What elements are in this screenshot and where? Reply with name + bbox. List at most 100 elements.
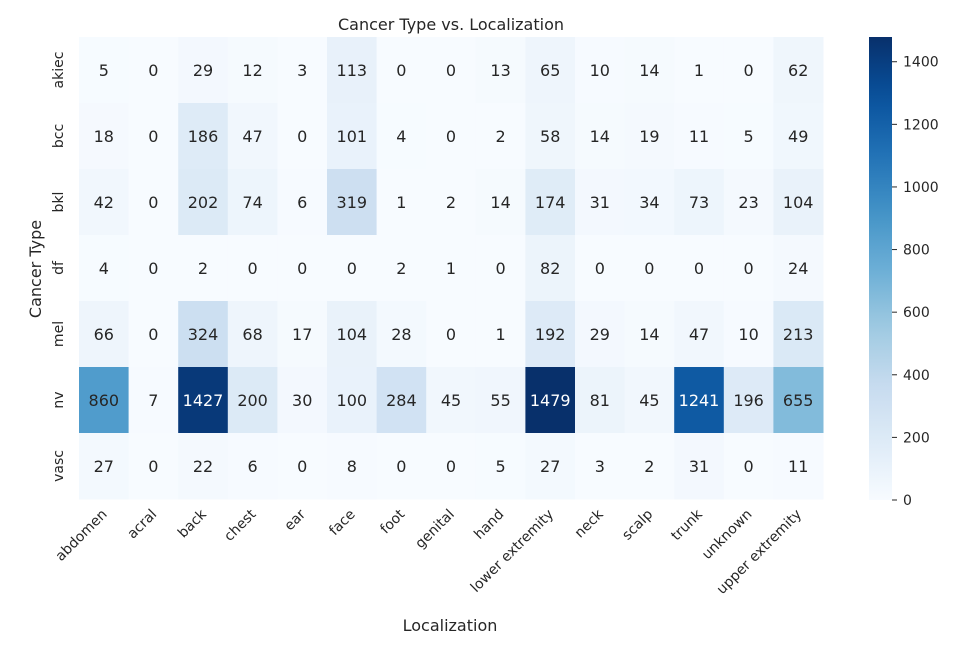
heatmap-cell [178, 367, 229, 434]
heatmap-cell [525, 37, 576, 104]
cell-value-label: 0 [347, 259, 357, 278]
chart-title: Cancer Type vs. Localization [338, 15, 564, 34]
cell-value-label: 58 [540, 127, 560, 146]
cell-value-label: 2 [644, 457, 654, 476]
cell-value-label: 45 [441, 391, 461, 410]
x-tick-label: lower extremity [468, 507, 557, 596]
x-tick-label: back [175, 506, 210, 541]
heatmap-cell [227, 37, 278, 104]
cell-value-label: 10 [590, 61, 610, 80]
colorbar: 0 200 400 600 800 1000 1200 1400 [869, 37, 939, 509]
heatmap-cell [674, 301, 725, 368]
heatmap-cell [128, 235, 179, 302]
heatmap-cell [178, 235, 229, 302]
colorbar-gradient [869, 37, 892, 500]
heatmap-cell [674, 169, 725, 236]
heatmap-cell [624, 37, 675, 104]
heatmap-cell [79, 103, 130, 170]
cell-value-label: 14 [639, 61, 659, 80]
cell-value-label: 2 [396, 259, 406, 278]
heatmap-cell [525, 235, 576, 302]
y-tick-label: nv [51, 391, 67, 408]
cell-value-label: 2 [446, 193, 456, 212]
cell-value-label: 186 [188, 127, 219, 146]
heatmap-cell [674, 433, 725, 500]
heatmap-cell [475, 301, 526, 368]
heatmap-cell [773, 433, 824, 500]
cell-value-label: 5 [744, 127, 754, 146]
x-tick-label: chest [221, 506, 260, 545]
cell-value-label: 18 [94, 127, 114, 146]
heatmap-cell [128, 367, 179, 434]
cell-value-label: 55 [490, 391, 510, 410]
x-tick-label: scalp [619, 506, 656, 543]
heatmap-cell [227, 301, 278, 368]
heatmap-cell [426, 367, 477, 434]
heatmap-cell [277, 301, 328, 368]
heatmap-cell [128, 433, 179, 500]
x-tick-label: hand [471, 507, 507, 543]
x-tick-label: upper extremity [714, 507, 805, 598]
cell-value-label: 0 [694, 259, 704, 278]
heatmap-cell [525, 433, 576, 500]
cell-value-label: 66 [94, 325, 114, 344]
heatmap-cell [624, 301, 675, 368]
heatmap-cell [674, 37, 725, 104]
heatmap-cell [475, 169, 526, 236]
heatmap-cell [525, 169, 576, 236]
cell-value-label: 6 [248, 457, 258, 476]
heatmap-cell [773, 169, 824, 236]
cell-value-label: 284 [386, 391, 417, 410]
heatmap-cell [79, 169, 130, 236]
heatmap-cell [128, 103, 179, 170]
heatmap-cell [227, 433, 278, 500]
heatmap-cell [227, 169, 278, 236]
heatmap-cell [624, 103, 675, 170]
heatmap-cell [277, 169, 328, 236]
cell-value-label: 10 [738, 325, 758, 344]
heatmap-cell [426, 235, 477, 302]
cell-value-label: 31 [689, 457, 709, 476]
cell-value-label: 0 [148, 193, 158, 212]
cell-value-label: 81 [590, 391, 610, 410]
cell-value-label: 45 [639, 391, 659, 410]
cell-value-label: 0 [148, 325, 158, 344]
cell-value-label: 4 [396, 127, 406, 146]
heatmap-cell [475, 37, 526, 104]
heatmap-cell [575, 37, 626, 104]
heatmap-cell [277, 103, 328, 170]
cell-value-label: 6 [297, 193, 307, 212]
cell-value-label: 0 [744, 259, 754, 278]
heatmap-cell [723, 235, 774, 302]
heatmap-cell [327, 37, 378, 104]
cell-value-label: 23 [738, 193, 758, 212]
cell-value-label: 30 [292, 391, 312, 410]
heatmap-cell [624, 169, 675, 236]
cell-value-label: 1241 [679, 391, 720, 410]
cell-value-label: 0 [148, 61, 158, 80]
y-tick-label: bkl [51, 192, 67, 213]
x-tick-label: foot [377, 506, 408, 537]
cell-value-label: 12 [242, 61, 262, 80]
heatmap-cell [426, 103, 477, 170]
cell-value-label: 4 [99, 259, 109, 278]
heatmap-cell [79, 367, 130, 434]
colorbar-tick-label: 1200 [903, 117, 939, 133]
heatmap-cell [327, 169, 378, 236]
x-tick-label: trunk [668, 506, 706, 544]
heatmap-cell [128, 301, 179, 368]
x-tick-label: neck [572, 506, 607, 541]
cell-value-label: 0 [496, 259, 506, 278]
cell-value-label: 860 [89, 391, 120, 410]
cell-value-label: 11 [689, 127, 709, 146]
heatmap-cell [674, 103, 725, 170]
heatmap-cell [376, 37, 427, 104]
cell-value-label: 0 [446, 325, 456, 344]
colorbar-tick-label: 600 [903, 305, 930, 321]
heatmap-cell [327, 235, 378, 302]
y-tick-label: mel [51, 321, 67, 347]
heatmap-cell [723, 433, 774, 500]
heatmap-cell [277, 433, 328, 500]
